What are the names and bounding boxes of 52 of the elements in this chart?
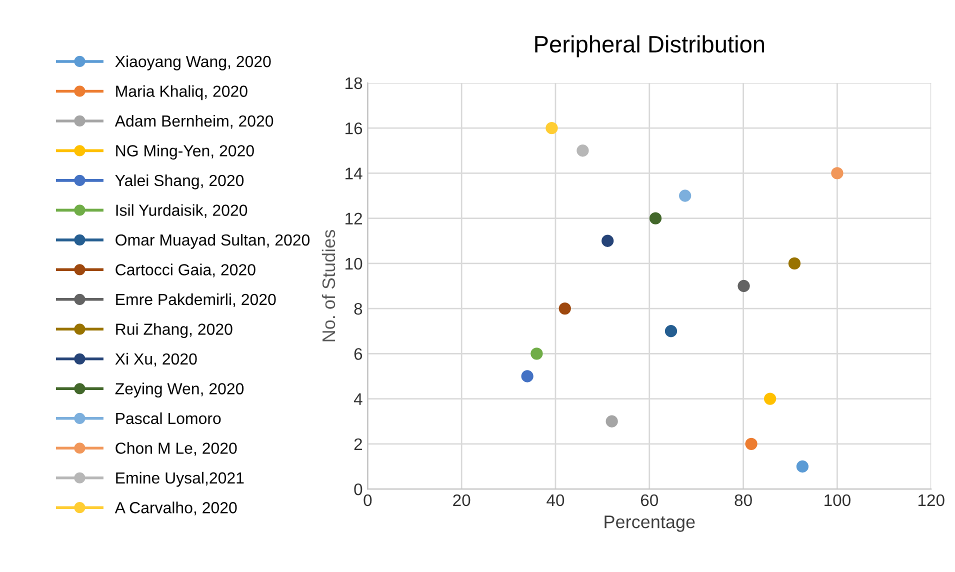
point xyxy=(530,348,543,360)
point xyxy=(664,325,678,338)
y-tick-label: 10 xyxy=(346,258,362,270)
legend-label: Maria Khaliq, 2020 xyxy=(116,85,248,100)
x-tick-label: 120 xyxy=(918,494,944,506)
legend-label: Emre Pakdemirli, 2020 xyxy=(116,293,276,308)
point xyxy=(738,280,750,292)
point xyxy=(546,122,558,134)
x-tick-label: 80 xyxy=(734,494,752,506)
y-tick-label: 2 xyxy=(354,438,362,450)
chart-title: Peripheral Distribution xyxy=(535,35,764,58)
x-tick-label: 100 xyxy=(824,494,850,506)
legend-label: Adam Bernheim, 2020 xyxy=(114,114,274,129)
point xyxy=(576,144,589,157)
y-tick-label: 14 xyxy=(346,168,362,180)
x-tick-label: 20 xyxy=(453,494,470,506)
y-tick-label: 16 xyxy=(346,122,362,134)
y-tick-label: 18 xyxy=(346,77,362,90)
point xyxy=(649,212,662,224)
point xyxy=(602,234,614,247)
y-tick-label: 6 xyxy=(354,348,362,360)
point xyxy=(606,415,618,428)
x-axis-title: Percentage xyxy=(604,516,695,532)
legend-label: Rui Zhang, 2020 xyxy=(116,323,232,338)
legend-label: Xi Xu, 2020 xyxy=(115,352,197,367)
legend-label: NG Ming-Yen, 2020 xyxy=(116,144,254,160)
point xyxy=(521,370,534,382)
legend-label: Zeying Wen, 2020 xyxy=(115,382,244,398)
x-tick-label: 40 xyxy=(546,494,564,506)
y-tick-label: 8 xyxy=(354,302,362,315)
legend-label: Xiaoyang Wang, 2020 xyxy=(115,55,271,70)
point xyxy=(796,460,809,473)
point xyxy=(679,190,692,202)
legend-label: Omar Muayad Sultan, 2020 xyxy=(116,234,310,249)
x-tick-label: 0 xyxy=(364,494,372,506)
legend-label: Chon M Le, 2020 xyxy=(116,442,237,456)
y-axis-title: No. of Studies xyxy=(322,230,336,342)
point xyxy=(764,392,776,405)
y-tick-label: 12 xyxy=(346,212,362,224)
legend-label: Emine Uysal,2021 xyxy=(116,472,244,487)
legend-label: Isil Yurdaisik, 2020 xyxy=(116,204,248,218)
legend-label: Pascal Lomoro xyxy=(116,412,221,424)
x-tick-label: 60 xyxy=(640,494,658,506)
legend-label: Yalei Shang, 2020 xyxy=(115,174,244,190)
point xyxy=(745,438,758,450)
y-tick-label: 0 xyxy=(354,483,362,496)
point xyxy=(788,257,801,270)
point xyxy=(558,302,571,315)
legend-label: A Carvalho, 2020 xyxy=(114,502,237,516)
y-tick-label: 4 xyxy=(354,393,362,405)
legend-label: Cartocci Gaia, 2020 xyxy=(116,264,256,278)
point xyxy=(831,167,844,180)
